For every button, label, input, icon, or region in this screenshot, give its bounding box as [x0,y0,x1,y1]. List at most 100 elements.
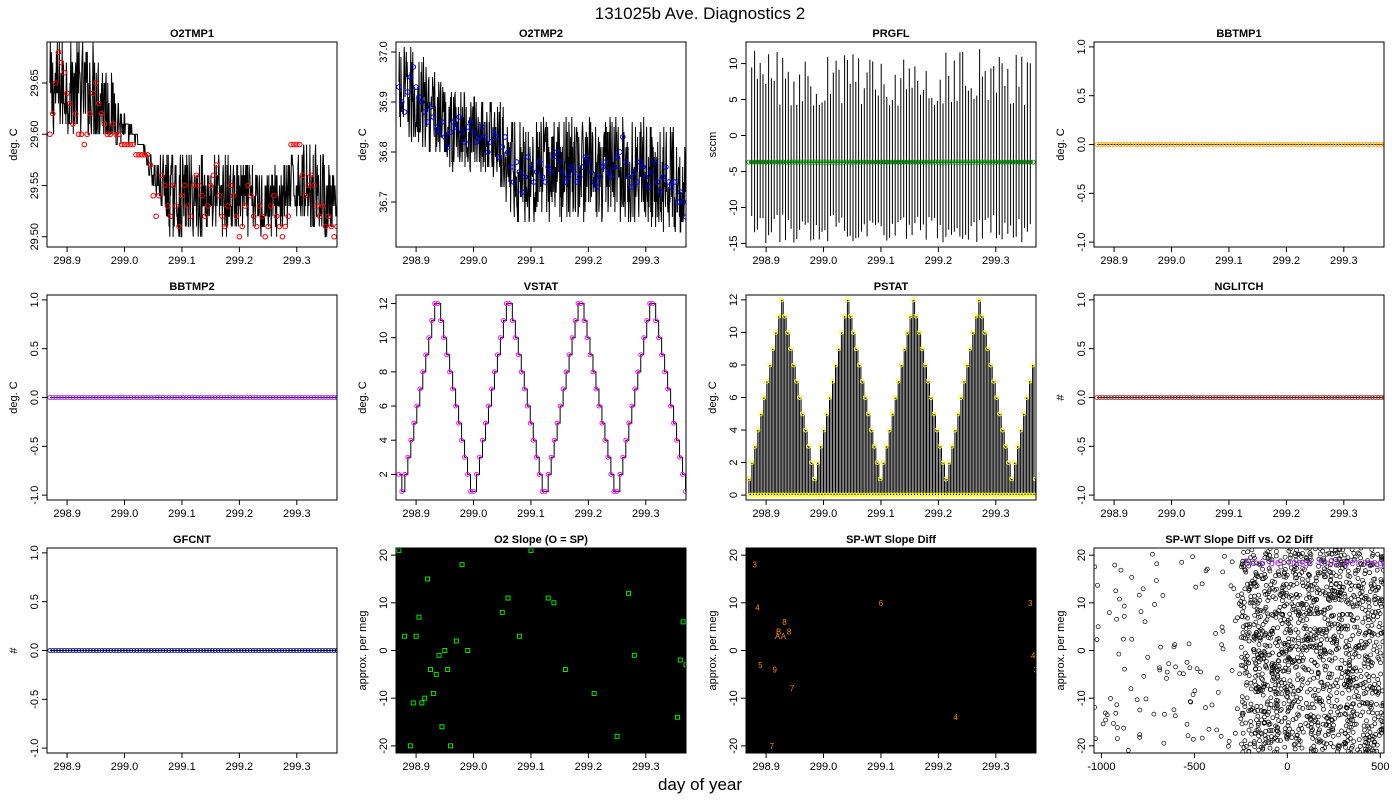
data-point [1377,611,1383,616]
data-point [282,648,288,653]
data-point [798,159,803,165]
data-point [1255,600,1261,606]
x-tick-label: -1000 [1087,761,1115,773]
data-point [605,454,611,460]
data-point [1326,395,1332,400]
data-point [494,352,500,358]
data-point [1380,598,1384,603]
data-point [1380,625,1384,631]
data-point [1341,682,1347,688]
data-point [479,124,485,130]
data-point [1328,741,1334,746]
data-point [1375,655,1381,660]
data-point [296,648,302,653]
data-point [602,159,609,165]
data-point [1363,608,1368,613]
data-point [1342,711,1348,717]
data-point [1286,636,1292,642]
data-point [859,378,865,384]
data-point [1346,395,1352,400]
data-point [1314,590,1320,595]
data-point [56,395,61,400]
data-point [941,159,947,165]
data-point [844,159,849,165]
data-point [262,648,267,653]
data-point [1364,142,1369,147]
data-point [271,192,277,199]
data-point [1364,718,1369,724]
data-point [1274,750,1279,753]
data-point [553,149,560,155]
data-point [439,119,445,125]
data-point [1258,657,1263,662]
data-point [134,395,140,400]
data-point [1370,710,1376,716]
data-point [1367,729,1373,735]
data-point [1009,476,1015,482]
data-point [1284,627,1290,632]
data-point [1365,558,1370,563]
data-point [442,134,448,140]
data-point [1368,702,1374,708]
data-point [1219,142,1224,147]
data-point [641,335,647,341]
data-point [1262,650,1268,655]
data-point [1266,706,1272,711]
data-point [990,159,996,165]
data-point [1294,562,1299,567]
data-point [1313,748,1319,753]
data-point [334,223,337,230]
data-point [1360,732,1366,738]
data-point [792,159,798,165]
data-point [114,648,119,653]
data-point [1123,395,1129,400]
plot-frame [46,294,338,501]
data-point [855,159,861,165]
data-point [468,489,473,494]
data-point [1193,142,1198,147]
data-point [1296,727,1302,732]
data-point [953,159,959,165]
data-point [1138,609,1144,614]
data-point [1260,677,1265,682]
y-tick-label: 2 [378,471,390,477]
data-point [665,386,671,392]
data-point [1114,142,1120,147]
data-point [144,151,151,158]
data-label: A [775,632,781,641]
data-point [111,395,117,400]
y-tick-label: 6 [728,394,740,400]
data-point [1252,678,1257,684]
data-point [943,476,949,482]
data-point [396,471,402,477]
data-point [1314,578,1319,584]
data-point [276,223,283,230]
data-point [533,454,539,460]
data-point [276,395,282,400]
data-point [764,378,770,384]
data-point [864,492,870,498]
data-point [1359,645,1365,651]
data-point [1344,579,1349,585]
data-point [1286,584,1292,590]
data-point [1325,674,1331,680]
y-tick-label: -10 [378,690,390,706]
data-point [1316,556,1322,562]
data-point [825,492,831,498]
data-point [244,648,250,653]
data-point [1349,685,1354,691]
data-point [1175,142,1181,147]
data-point [1273,723,1278,729]
data-point [1329,593,1335,599]
data-point [148,395,154,400]
data-point [1243,657,1249,663]
data-point [1329,587,1335,593]
data-point [1232,618,1238,624]
chart-title: O2 Slope (O = SP) [494,534,588,546]
data-point [314,203,320,209]
data-point [632,386,638,392]
data-point [1222,395,1227,400]
data-point [410,700,416,706]
data-label: 3 [1028,599,1033,608]
